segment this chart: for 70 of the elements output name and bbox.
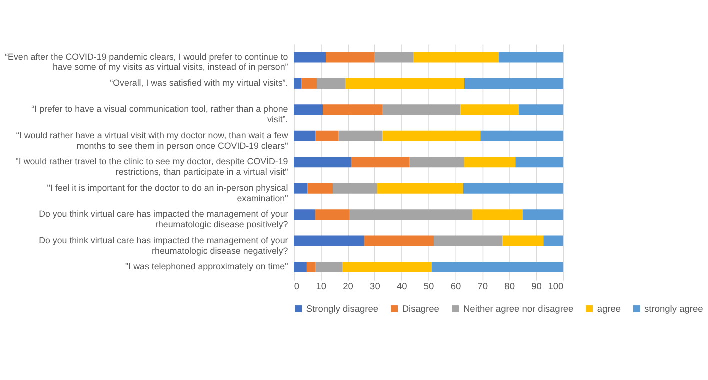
bar bbox=[317, 78, 346, 89]
bar bbox=[377, 183, 464, 194]
bar bbox=[316, 130, 339, 142]
x-tick-label: 30 bbox=[370, 281, 380, 292]
legend-label: strongly agree bbox=[644, 304, 704, 314]
x-tick-label: 70 bbox=[478, 281, 488, 292]
y-tick-label: "I would rather travel to the clinic to see my doctor, despite COVİD-19 restrictions, than participate in a virtual visit" bbox=[16, 156, 288, 178]
y-tick-label: "I feel it is important for the doctor to do an in-person physical examination" bbox=[47, 182, 288, 204]
y-tick-label: “I would rather have a virtual visit with my doctor now, than wait a few months to see them in person once COVID-19 clears" bbox=[16, 130, 289, 151]
bar bbox=[294, 183, 308, 194]
bar bbox=[544, 236, 564, 246]
bar bbox=[498, 52, 564, 63]
x-tick-label: 100 bbox=[548, 281, 564, 292]
bar bbox=[294, 130, 316, 142]
bar bbox=[294, 52, 326, 63]
legend-label: Disagree bbox=[402, 304, 440, 314]
legend-label: Strongly disagree bbox=[306, 304, 379, 314]
y-tick-label: “Overall, I was satisfied with my virtual visits”. bbox=[110, 78, 288, 88]
bar bbox=[345, 78, 464, 89]
bar bbox=[294, 236, 364, 246]
x-tick-label: 90 bbox=[532, 281, 542, 292]
x-tick-label: 0 bbox=[294, 281, 300, 292]
y-tick-label: Do you think virtual care has impacted the management of your rheumatologic disease negatively? bbox=[39, 235, 288, 256]
bar bbox=[410, 157, 464, 168]
bar bbox=[351, 157, 410, 168]
x-tick-label: 80 bbox=[504, 281, 515, 292]
bar bbox=[342, 262, 432, 272]
bar bbox=[302, 78, 318, 89]
bar bbox=[316, 262, 342, 272]
bar bbox=[315, 210, 350, 220]
legend-label: Neither agree nor disagree bbox=[463, 304, 574, 314]
bar bbox=[374, 52, 414, 63]
bar bbox=[463, 183, 564, 194]
bar bbox=[338, 130, 383, 142]
bar bbox=[414, 52, 499, 63]
legend-label: agree bbox=[597, 304, 622, 314]
bar bbox=[480, 130, 564, 142]
bar bbox=[326, 52, 375, 63]
bar bbox=[306, 262, 316, 272]
y-tick-label: “I prefer to have a visual communication tool, rather than a phone visit”. bbox=[32, 104, 288, 125]
bar bbox=[294, 78, 302, 89]
bar bbox=[382, 104, 461, 116]
bar bbox=[350, 210, 472, 220]
bar bbox=[502, 236, 544, 246]
y-tick-label: “Even after the COVID-19 pandemic clears, I would prefer to continue to have some of my visits as virtual visits, instead of in person” bbox=[5, 52, 288, 72]
x-tick-label: 60 bbox=[450, 281, 462, 292]
bar bbox=[294, 210, 316, 220]
bar bbox=[382, 130, 481, 142]
bar bbox=[364, 236, 434, 246]
bar bbox=[472, 210, 523, 220]
x-tick-label: 20 bbox=[343, 281, 354, 292]
y-tick-label: "I was telephoned approximately on time" bbox=[126, 262, 288, 272]
bar bbox=[518, 104, 564, 116]
x-tick-label: 50 bbox=[424, 281, 434, 292]
x-tick-label: 10 bbox=[316, 281, 327, 292]
bar bbox=[522, 210, 564, 220]
bar bbox=[294, 157, 352, 168]
y-tick-label: Do you think virtual care has impacted the management of your rheumatologic disease positively? bbox=[39, 209, 288, 230]
bar bbox=[464, 78, 564, 89]
bar bbox=[333, 183, 378, 194]
bar bbox=[294, 262, 307, 272]
bar bbox=[434, 236, 503, 246]
x-tick-label: 40 bbox=[396, 281, 408, 292]
bar bbox=[323, 104, 383, 116]
bar bbox=[308, 183, 334, 194]
bar bbox=[460, 104, 519, 116]
bar bbox=[432, 262, 564, 272]
bar bbox=[516, 157, 564, 168]
bar bbox=[464, 157, 516, 168]
bar bbox=[294, 104, 324, 116]
